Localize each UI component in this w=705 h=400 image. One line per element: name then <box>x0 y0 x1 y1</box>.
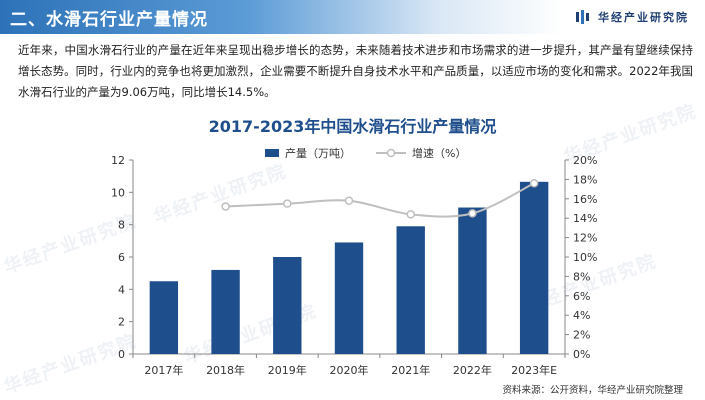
intro-paragraph: 近年来，中国水滑石行业的产量在近年来呈现出稳步增长的态势，未来随着技术进步和市场… <box>18 43 693 99</box>
header-bar: 二、水滑石行业产量情况 华经产业研究院 <box>0 0 705 34</box>
legend-item-line: 增速（%） <box>376 145 466 161</box>
y-tick-label-right: 20% <box>573 154 597 167</box>
x-tick-label: 2019年 <box>268 363 307 377</box>
chart-title: 2017-2023年中国水滑石行业产量情况 <box>208 117 497 136</box>
y-tick-label-right: 0% <box>573 348 590 361</box>
growth-point <box>406 210 415 219</box>
y-tick-label-left: 6 <box>118 251 125 264</box>
y-tick-label-left: 0 <box>118 348 125 361</box>
y-tick-label-right: 18% <box>573 173 597 186</box>
y-tick-label-left: 12 <box>111 154 125 167</box>
x-tick-label: 2022年 <box>453 363 492 377</box>
growth-point <box>283 199 292 208</box>
bar <box>396 226 425 354</box>
growth-point <box>468 209 477 218</box>
growth-point <box>221 202 230 211</box>
x-tick-label: 2017年 <box>144 363 183 377</box>
bar <box>458 207 487 354</box>
bar <box>273 257 302 354</box>
y-tick-label-right: 6% <box>573 290 590 303</box>
legend-item-bar: 产量（万吨） <box>265 145 351 161</box>
y-tick-label-left: 10 <box>111 186 125 199</box>
bar <box>149 281 179 354</box>
x-tick-label: 2020年 <box>330 363 369 377</box>
brand-logo-icon <box>576 10 589 24</box>
legend-label-bar: 产量（万吨） <box>285 147 351 160</box>
y-tick-label-right: 2% <box>573 329 590 342</box>
legend-label-line: 增速（%） <box>412 147 467 160</box>
bar <box>211 269 240 354</box>
y-tick-label-left: 2 <box>118 316 125 329</box>
growth-line <box>225 182 535 218</box>
growth-point <box>529 179 539 188</box>
bar <box>334 242 364 354</box>
x-tick-label: 2023年E <box>511 363 557 377</box>
x-tick-label: 2018年 <box>206 363 245 377</box>
brand: 华经产业研究院 <box>576 9 689 25</box>
x-tick-label: 2021年 <box>391 363 430 377</box>
chart-legend: 产量（万吨） 增速（%） <box>0 145 705 161</box>
source-note: 资料来源：公开资料，华经产业研究院整理 <box>502 385 683 396</box>
y-tick-label-left: 4 <box>118 283 125 296</box>
brand-name: 华经产业研究院 <box>598 11 689 24</box>
legend-line-swatch <box>376 148 406 158</box>
y-tick-label-right: 14% <box>573 212 597 225</box>
y-tick-label-right: 8% <box>573 270 590 283</box>
y-tick-label-right: 12% <box>573 232 597 245</box>
y-tick-label-left: 8 <box>118 219 125 232</box>
legend-bar-swatch <box>265 149 279 157</box>
growth-point <box>344 196 354 205</box>
y-tick-label-right: 16% <box>573 193 597 206</box>
bar <box>519 181 549 354</box>
y-tick-label-right: 10% <box>573 251 597 264</box>
y-tick-label-right: 4% <box>573 309 590 322</box>
page-title: 二、水滑石行业产量情况 <box>10 10 208 30</box>
